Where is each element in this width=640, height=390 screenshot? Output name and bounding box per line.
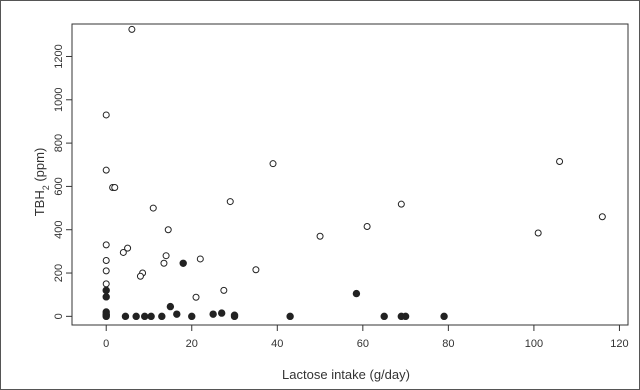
filled-data-point	[121, 312, 130, 321]
x-tick-label: 80	[442, 338, 454, 350]
x-axis: 0 20 40 60 80 100 120	[103, 325, 629, 350]
open-data-point	[102, 256, 110, 264]
x-tick-label: 40	[271, 338, 283, 350]
y-axis-label-unit: (ppm)	[32, 148, 47, 186]
filled-data-point	[230, 312, 239, 321]
filled-data-point	[401, 312, 410, 321]
y-axis-label-subscript: 2	[41, 185, 51, 190]
open-data-point	[124, 244, 132, 252]
open-data-point	[196, 255, 204, 263]
open-data-point	[534, 229, 542, 237]
x-tick-label: 0	[103, 338, 109, 350]
open-data-point	[316, 232, 324, 240]
open-data-point	[102, 111, 110, 119]
filled-data-point	[440, 312, 448, 321]
y-tick-label: 1200	[53, 44, 65, 68]
open-data-point	[102, 241, 110, 249]
filled-data-point	[158, 312, 166, 321]
filled-data-point	[102, 286, 110, 295]
open-data-point	[119, 248, 127, 256]
filled-data-point	[141, 312, 149, 321]
filled-data-point	[166, 302, 175, 311]
open-data-point	[220, 286, 228, 294]
y-tick-label: 800	[53, 134, 65, 152]
open-data-point	[226, 198, 234, 206]
filled-data-point	[102, 293, 110, 301]
plot-area	[71, 23, 629, 326]
filled-data-point	[102, 311, 110, 319]
open-data-point	[102, 280, 110, 288]
plot-border	[71, 23, 629, 326]
x-tick-label: 20	[186, 338, 198, 350]
y-tick-label: 0	[53, 313, 65, 319]
open-data-point	[397, 200, 405, 208]
open-data-point	[162, 252, 170, 260]
filled-data-point	[286, 312, 294, 321]
filled-data-point	[217, 309, 226, 317]
x-tick-label: 60	[357, 338, 369, 350]
open-data-point	[192, 293, 200, 301]
filled-data-point	[209, 310, 217, 318]
open-data-point	[252, 266, 260, 274]
open-data-point	[269, 160, 277, 168]
open-data-point	[102, 267, 110, 275]
data-points	[102, 25, 606, 321]
filled-data-point	[132, 312, 140, 321]
filled-data-point	[188, 312, 196, 321]
open-data-point	[363, 222, 371, 230]
filled-data-point	[352, 289, 361, 298]
filled-data-point	[173, 310, 181, 318]
open-data-point	[164, 226, 172, 234]
y-axis-label: TBH2 (ppm)	[32, 148, 51, 217]
open-data-point	[111, 183, 119, 191]
open-data-point	[149, 204, 157, 212]
filled-data-point	[179, 259, 187, 267]
open-data-point	[128, 25, 136, 33]
y-tick-label: 600	[53, 177, 65, 195]
open-data-point	[598, 213, 606, 221]
x-tick-label: 100	[525, 338, 543, 350]
filled-data-point	[147, 312, 155, 321]
y-tick-label: 400	[53, 221, 65, 239]
filled-data-point	[380, 312, 388, 321]
y-axis: 0 200 400 600 800 1000 1200	[53, 44, 72, 319]
open-data-point	[136, 272, 144, 280]
x-axis-label: Lactose intake (g/day)	[282, 367, 410, 382]
open-data-point	[102, 166, 110, 174]
y-tick-label: 200	[53, 264, 65, 282]
x-tick-label: 120	[610, 338, 628, 350]
open-data-point	[160, 259, 168, 267]
y-axis-label-main: TBH	[32, 190, 47, 216]
y-tick-label: 1000	[53, 88, 65, 112]
open-data-point	[556, 158, 564, 166]
